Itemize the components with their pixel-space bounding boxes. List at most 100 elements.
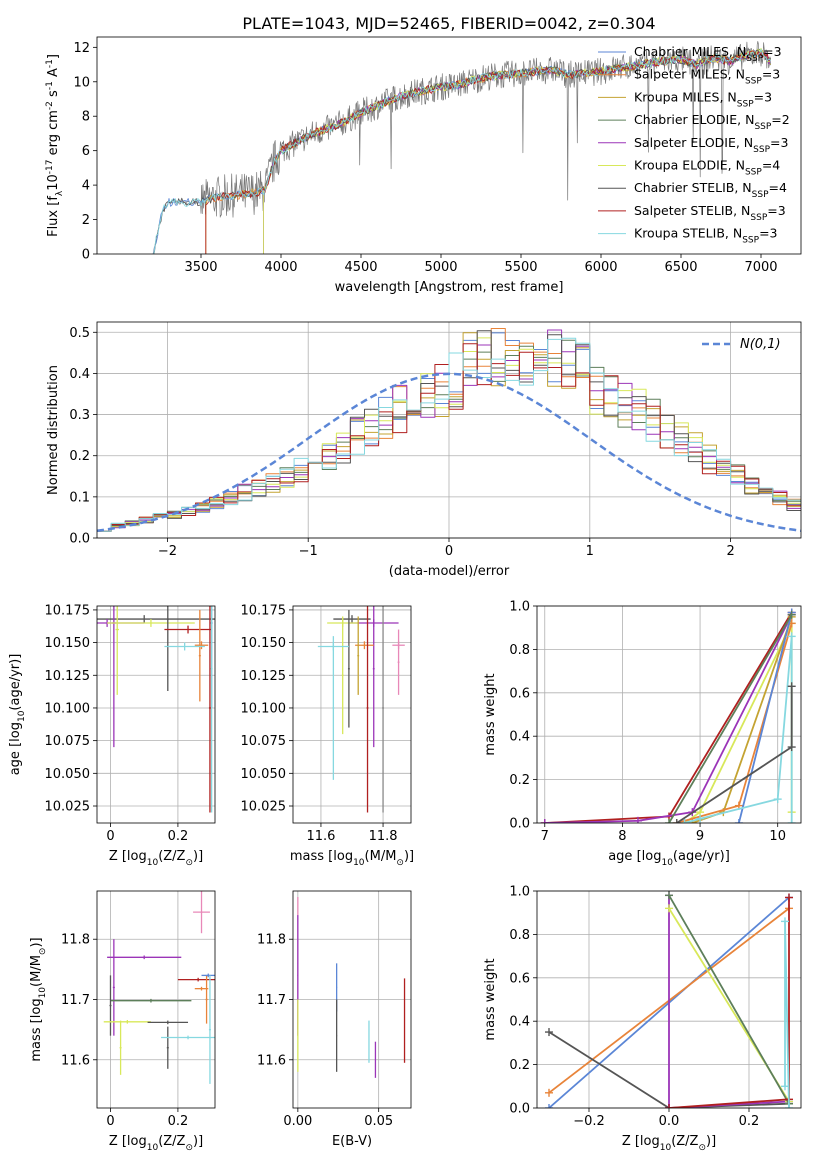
normal-reference-curve: [97, 372, 801, 533]
weight-line-3: [668, 895, 790, 1108]
y-tick-label: 0: [82, 248, 90, 263]
x-tick-label: 0: [445, 544, 453, 559]
y-tick-label: 11.6: [61, 1053, 90, 1068]
legend-label-0: Chabrier MILES, NSSP=3: [634, 44, 782, 64]
x-tick-label: 0.05: [364, 1114, 393, 1129]
y-axis-label: mass weight: [483, 673, 498, 755]
y-tick-label: 10.175: [45, 603, 91, 618]
x-axis-label: wavelength [Angstrom, rest frame]: [335, 280, 564, 295]
panel-mass_vs_Z: 0 0.2 11.6 11.7 11.8 Z [log10(Z/Z⊙)] mass [log…: [29, 890, 216, 1153]
x-tick-label: 4000: [264, 260, 297, 275]
x-tick-label: 10: [769, 829, 786, 844]
x-tick-label: 6000: [584, 260, 617, 275]
y-tick-label: 10.125: [45, 669, 91, 684]
y-tick-label: 0.0: [509, 1102, 530, 1117]
y-axis-label: mass [log10(M/M⊙)]: [29, 937, 48, 1061]
y-tick-label: 0.6: [509, 971, 530, 986]
legend-label-4: Salpeter ELODIE, NSSP=3: [634, 135, 788, 155]
histogram-step-8: [97, 337, 801, 532]
x-axis-label: Z [log10(Z/Z⊙)]: [109, 849, 203, 868]
legend-label-1: Salpeter MILES, NSSP=3: [634, 67, 780, 87]
chart-layer: 3500 4000 4500 5000 5500 6000 6500 700002468101…: [8, 36, 802, 1153]
y-tick-label: 10.100: [45, 701, 91, 716]
legend-label-8: Kroupa STELIB, NSSP=3: [634, 226, 778, 246]
axes-frame: [536, 890, 802, 1109]
x-tick-label: 0.2: [739, 1114, 760, 1129]
weight-line-0: [544, 612, 793, 823]
weight-line-2: [548, 1031, 790, 1108]
y-tick-label: 10.075: [241, 734, 287, 749]
y-tick-label: 10.050: [241, 767, 287, 782]
plot-area: [152, 41, 771, 254]
y-tick-label: 10: [73, 75, 90, 90]
plot-area: [545, 891, 793, 1108]
y-axis-label: Flux [fλ10-17 erg cm-2 s-1 A-1]: [45, 54, 65, 237]
panel-residual_histogram: −2 −1 0 1 2 0.0 0.1 0.2 0.3 0.4 0.5 (data-model)/er…: [46, 321, 802, 579]
weight-line-6: [668, 897, 790, 1108]
legend-label-3: Chabrier ELODIE, NSSP=2: [634, 112, 790, 132]
panel-weight_vs_Z: −0.2 0.0 0.2 0.0 0.2 0.4 0.6 0.8 1.0 Z [log10(Z/Z…: [483, 885, 802, 1153]
y-tick-label: 0.8: [509, 643, 530, 658]
x-tick-label: 7000: [744, 260, 777, 275]
panel-spectrum: 3500 4000 4500 5000 5500 6000 6500 7000 0 2 4 6 8 10 1…: [45, 36, 802, 295]
axes-frame: [96, 890, 216, 1109]
x-tick-label: 9: [696, 829, 704, 844]
y-tick-label: 0.2: [509, 773, 530, 788]
x-tick-label: 11.6: [306, 829, 335, 844]
legend-label-2: Kroupa MILES, NSSP=3: [634, 89, 772, 109]
weight-line-4: [676, 623, 793, 823]
y-tick-label: 6: [82, 144, 90, 159]
x-axis-label: mass [log10(M/M⊙)]: [290, 849, 414, 868]
x-tick-label: 0: [106, 829, 114, 844]
weight-line-2: [683, 622, 793, 823]
axes-frame: [536, 605, 802, 824]
legend-label-7: Salpeter STELIB, NSSP=3: [634, 203, 786, 223]
x-axis-label: E(B-V): [332, 1134, 372, 1149]
weight-line-8: [668, 614, 793, 823]
x-tick-label: 0: [106, 1114, 114, 1129]
legend-label-6: Chabrier STELIB, NSSP=4: [634, 180, 787, 200]
x-tick-label: −1: [299, 544, 318, 559]
x-tick-label: 0.2: [168, 829, 189, 844]
plot-area: [317, 606, 405, 813]
axes-frame: [96, 36, 802, 255]
x-axis-label: Z [log10(Z/Z⊙)]: [622, 1134, 716, 1153]
y-tick-label: 0.4: [509, 1015, 530, 1030]
y-tick-label: 10.075: [45, 734, 91, 749]
model-spectrum-8: [152, 48, 771, 254]
x-tick-label: 0.0: [659, 1114, 680, 1129]
x-axis-label: age [log10(age/yr)]: [608, 849, 730, 868]
x-tick-label: 7: [541, 829, 549, 844]
y-tick-label: 0.1: [69, 490, 90, 505]
plot-area: [103, 891, 215, 1084]
y-tick-label: 0.2: [69, 449, 90, 464]
x-tick-label: 5500: [504, 260, 537, 275]
y-axis-label: Normed distribution: [46, 365, 61, 495]
x-tick-label: 5000: [424, 260, 457, 275]
figure-title: PLATE=1043, MJD=52465, FIBERID=0042, z=0…: [242, 14, 655, 33]
y-tick-label: 11.6: [257, 1053, 286, 1068]
axes-frame: [96, 321, 802, 539]
y-tick-label: 8: [82, 110, 90, 125]
spectrum-legend: Chabrier MILES, NSSP=3 Salpeter MILES, NS…: [598, 44, 790, 246]
x-tick-label: 0.00: [283, 1114, 312, 1129]
x-tick-label: −2: [158, 544, 177, 559]
x-axis-label: (data-model)/error: [389, 564, 510, 579]
y-tick-label: 1.0: [509, 885, 530, 900]
y-tick-label: 10.175: [241, 603, 287, 618]
y-tick-label: 11.7: [61, 993, 90, 1008]
y-tick-label: 0.0: [69, 532, 90, 547]
axes-frame: [96, 605, 216, 824]
y-tick-label: 0.4: [509, 730, 530, 745]
y-tick-label: 10.025: [45, 800, 91, 815]
y-tick-label: 10.050: [45, 767, 91, 782]
y-tick-label: 0.2: [509, 1058, 530, 1073]
panel-weight_vs_age: 7 8 9 10 0.0 0.2 0.4 0.6 0.8 1.0 age [log10(age/yr…: [483, 600, 802, 868]
x-tick-label: 4500: [344, 260, 377, 275]
panel-mass_vs_ebv: 0.00 0.05 11.6 11.7 11.8 E(B-V): [257, 890, 412, 1149]
x-tick-label: 6500: [664, 260, 697, 275]
y-tick-label: 0.0: [509, 817, 530, 832]
x-tick-label: 11.8: [369, 829, 398, 844]
y-tick-label: 11.7: [257, 993, 286, 1008]
